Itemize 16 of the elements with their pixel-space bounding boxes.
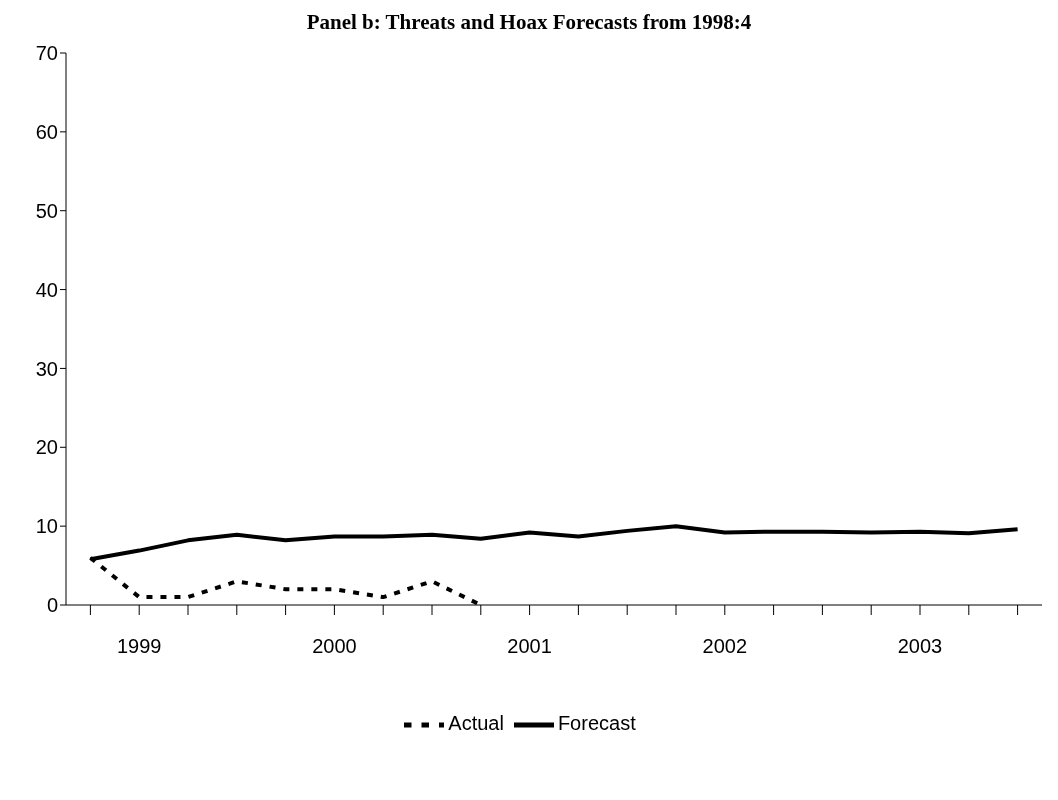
x-tick-label: 2002 — [702, 635, 748, 658]
y-tick-label: 40 — [35, 278, 58, 301]
y-tick-label: 0 — [46, 594, 58, 617]
y-tick-label: 10 — [35, 515, 58, 538]
legend-label: Forecast — [557, 712, 636, 735]
x-tick-label: 1999 — [116, 635, 162, 658]
y-tick-label: 20 — [35, 436, 58, 459]
y-tick-label: 50 — [35, 199, 58, 222]
y-tick-label: 70 — [35, 42, 58, 65]
y-tick-label: 60 — [35, 120, 58, 143]
legend-label: Actual — [448, 712, 504, 735]
x-tick-label: 2003 — [897, 635, 943, 658]
x-tick-label: 2000 — [312, 635, 357, 658]
chart-title: Panel b: Threats and Hoax Forecasts from 1998:4 — [305, 10, 753, 35]
y-tick-label: 30 — [35, 357, 58, 380]
x-tick-label: 2001 — [507, 635, 552, 658]
